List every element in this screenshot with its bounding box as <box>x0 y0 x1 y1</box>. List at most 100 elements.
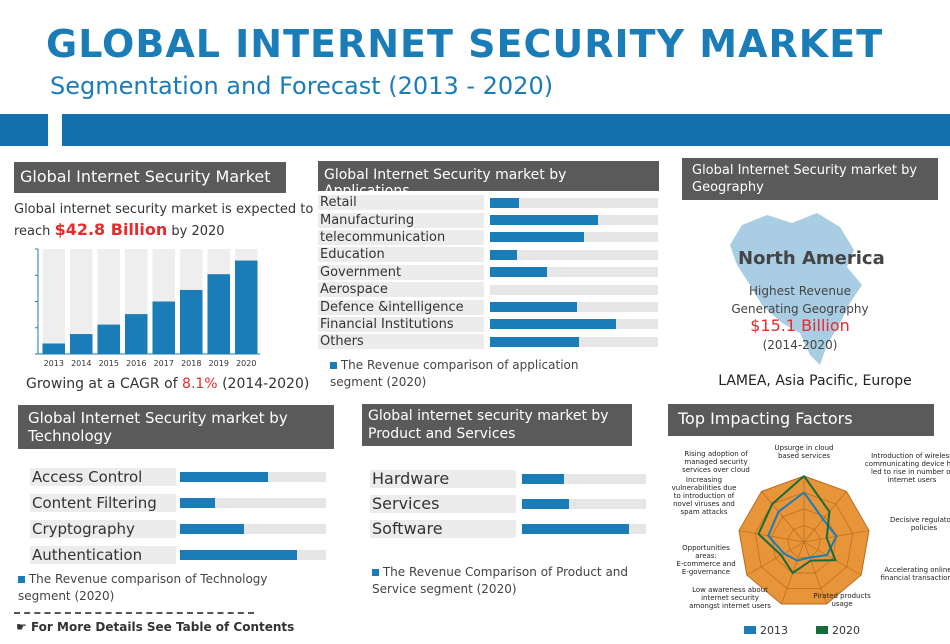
radar-axis-label: Increasing vulnerabilities due to introduc… <box>672 476 737 516</box>
market-heading: Global Internet Security Market <box>14 162 286 193</box>
bar-track <box>180 524 326 534</box>
geography-line2: Generating Geography <box>731 302 869 316</box>
market-text-post: by 2020 <box>171 224 225 239</box>
legend-label-2013: 2013 <box>760 624 788 637</box>
bar-background <box>42 249 66 354</box>
x-tick-label: 2018 <box>181 359 201 368</box>
bar-label: Authentication <box>30 546 176 564</box>
products-legend: The Revenue Comparison of Product and Se… <box>372 564 642 598</box>
geography-value: $15.1 Billion <box>750 316 850 335</box>
bar-label: Cryptography <box>30 520 176 538</box>
header-strip-right <box>62 114 950 146</box>
bar-row: Aerospace <box>318 281 660 298</box>
bar-telecommunication <box>490 232 585 243</box>
geography-desc: Highest Revenue Generating Geography <box>680 282 920 318</box>
radar-axis-label: Introduction of wireless communicating de… <box>865 452 950 484</box>
radar-axis-label: Accelerating online financial transaction… <box>880 566 950 582</box>
bar-software <box>522 523 629 534</box>
legend-label-2020: 2020 <box>832 624 860 637</box>
bar-track <box>490 267 658 278</box>
x-tick-label: 2020 <box>236 359 256 368</box>
radar-axis-label: Upsurge in cloud based services <box>775 444 834 460</box>
geography-period: (2014-2020) <box>762 338 838 352</box>
bar-label: Financial Institutions <box>318 316 484 332</box>
geography-others: LAMEA, Asia Pacific, Europe <box>718 373 912 389</box>
bar-content-filtering <box>180 498 216 508</box>
bar-label: Manufacturing <box>318 212 484 228</box>
applications-legend-text: The Revenue comparison of application se… <box>330 358 579 389</box>
bar-label: Education <box>318 247 484 263</box>
bar-access-control <box>180 472 268 482</box>
radar-axis <box>803 541 827 605</box>
radar-ring <box>771 508 837 574</box>
products-heading: Global internet security market by Produ… <box>362 404 632 446</box>
bar-retail <box>490 197 519 208</box>
bar-financial-institutions <box>490 319 616 330</box>
page-subtitle: Segmentation and Forecast (2013 - 2020) <box>50 72 554 100</box>
x-tick-label: 2015 <box>99 359 119 368</box>
bar-hardware <box>522 473 565 484</box>
bar-row: Government <box>318 264 660 281</box>
bar-row: Defence &intelligence <box>318 298 660 315</box>
bar-label: Content Filtering <box>30 494 176 512</box>
bar-label: Others <box>318 334 484 350</box>
radar-axis-label: Opportunities areas: E-commerce and E-gover… <box>676 544 735 576</box>
bar-track <box>522 498 646 509</box>
bar-2017 <box>152 301 176 354</box>
bar-defence-intelligence <box>490 302 578 313</box>
applications-heading: Global Internet Security market by Appli… <box>318 161 659 199</box>
technology-legend-text: The Revenue comparison of Technology seg… <box>18 572 268 603</box>
footer-link-text: For More Details See Table of Contents <box>30 620 295 634</box>
technology-legend: The Revenue comparison of Technology seg… <box>18 571 298 605</box>
bar-label: Aerospace <box>318 282 484 298</box>
bar-2015 <box>97 324 121 354</box>
x-tick-label: 2017 <box>154 359 174 368</box>
bar-row: Software <box>370 516 650 541</box>
x-tick-label: 2016 <box>126 359 146 368</box>
radar-axis <box>803 491 847 543</box>
geography-line1: Highest Revenue <box>749 284 851 298</box>
bar-track <box>490 232 658 243</box>
radar-axis-label: Rising adoption of managed security servic… <box>682 450 750 474</box>
radar-axis <box>746 541 805 576</box>
radar-ring <box>754 492 854 589</box>
radar-axis-label: Low awareness about internet security amon… <box>689 586 771 610</box>
bar-services <box>522 498 570 509</box>
bar-2013 <box>42 343 66 354</box>
bar-2014 <box>69 334 93 354</box>
factors-heading: Top Impacting Factors <box>668 404 934 436</box>
bar-track <box>522 523 646 534</box>
legend-swatch <box>18 576 25 583</box>
bar-2016 <box>124 314 148 354</box>
bar-label: Defence &intelligence <box>318 299 484 315</box>
applications-chart: Retail Manufacturing telecommunication Educ… <box>318 194 660 354</box>
bar-track <box>490 319 658 330</box>
legend-swatch <box>372 569 379 576</box>
bar-row: Hardware <box>370 466 650 491</box>
legend-swatch-2013 <box>744 626 756 634</box>
radar-axis <box>738 530 805 543</box>
cagr-pre: Growing at a CAGR of <box>26 376 178 392</box>
applications-legend: The Revenue comparison of application se… <box>330 357 620 391</box>
geography-region: North America <box>738 248 885 269</box>
bar-row: Authentication <box>30 542 330 568</box>
products-chart: Hardware Services Software <box>370 466 650 546</box>
bar-row: Retail <box>318 194 660 211</box>
technology-heading: Global Internet Security market by Techn… <box>18 405 334 449</box>
radar-axis <box>761 491 805 543</box>
bar-row: Financial Institutions <box>318 316 660 333</box>
radar-axis-label: Decisive regulatorypolicies <box>890 516 950 532</box>
footer-link[interactable]: ☛ For More Details See Table of Contents <box>16 620 294 634</box>
bar-label: Services <box>370 494 516 513</box>
factors-radar-chart: Upsurge in cloud based services Introducti… <box>672 444 950 637</box>
bar-government <box>490 267 548 278</box>
bar-background <box>69 249 93 354</box>
bar-track <box>490 336 658 347</box>
header-strip-left <box>0 114 48 146</box>
bar-track <box>180 472 326 482</box>
bar-track <box>490 197 658 208</box>
bar-track <box>490 249 658 260</box>
legend-swatch-2020 <box>816 626 828 634</box>
bar-track <box>180 550 326 560</box>
bar-label: telecommunication <box>318 229 484 245</box>
